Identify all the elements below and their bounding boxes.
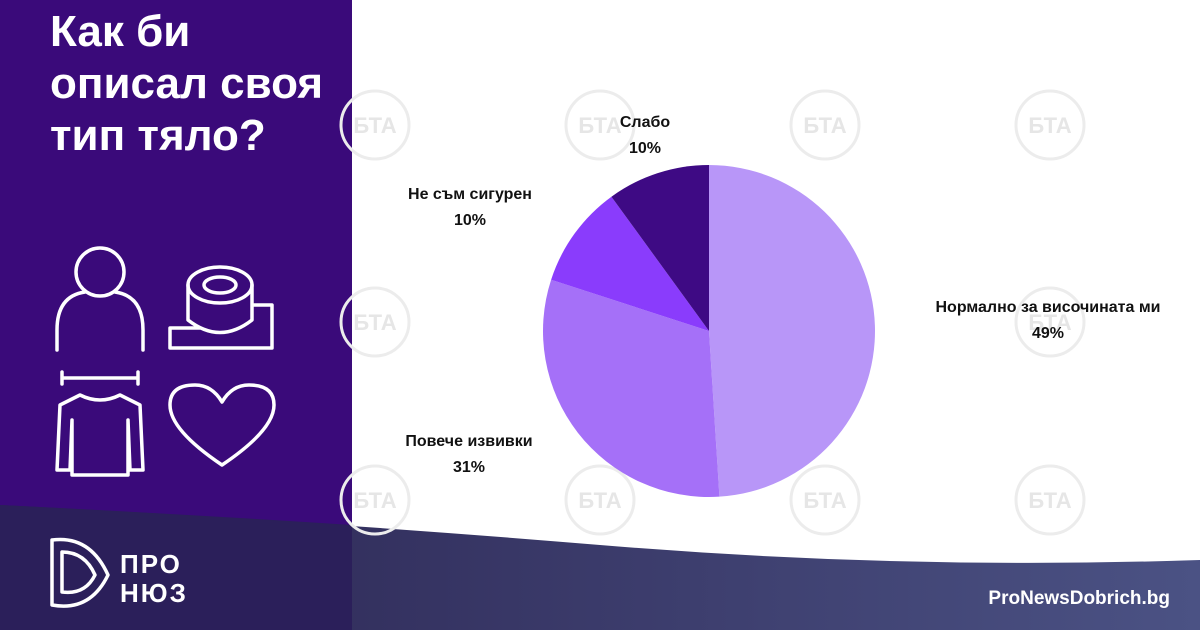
watermark-ring xyxy=(1014,464,1086,536)
watermark-ring xyxy=(1014,89,1086,161)
logo-mark xyxy=(50,537,110,608)
icon-person-head xyxy=(74,246,126,298)
watermark: БТА xyxy=(353,113,396,138)
watermark: БТА xyxy=(578,488,621,513)
watermark: БТА xyxy=(1028,488,1071,513)
icon-shirt xyxy=(55,393,145,477)
watermark: БТА xyxy=(803,113,846,138)
watermark: БТА xyxy=(803,488,846,513)
slice-value: 10% xyxy=(454,212,486,229)
watermark-ring xyxy=(339,286,411,358)
slice-value: 49% xyxy=(1032,325,1064,342)
watermark-ring xyxy=(789,89,861,161)
slice-value: 31% xyxy=(453,459,485,476)
watermark: БТА xyxy=(1028,113,1071,138)
slice-label: Повече извивки xyxy=(405,433,532,450)
pie-slice xyxy=(611,165,709,331)
icon-heart xyxy=(168,383,276,467)
watermark-ring xyxy=(564,464,636,536)
slice-label: Нормално за височината ми xyxy=(935,299,1160,316)
chart-title: Как би описал своя тип тяло? xyxy=(50,7,324,160)
pie-slice xyxy=(709,165,875,497)
site-name: ProNewsDobrich.bg xyxy=(988,588,1170,609)
watermarks: БТАБТАБТАБТАБТАБТАБТАБТАБТАБТАБТАБТА xyxy=(339,89,1086,536)
slice-value: 10% xyxy=(629,140,661,157)
logo-top: ПРО xyxy=(120,549,182,579)
watermark-ring xyxy=(339,464,411,536)
watermark: БТА xyxy=(353,488,396,513)
watermark-ring xyxy=(789,464,861,536)
icon-tape-inner xyxy=(202,275,238,295)
pie-slice xyxy=(551,196,709,331)
logo-bottom: НЮЗ xyxy=(120,578,188,608)
watermark: БТА xyxy=(578,113,621,138)
slice-label: Не съм сигурен xyxy=(408,186,532,203)
pie-slice xyxy=(543,279,720,497)
slice-label: Слабо xyxy=(620,114,671,131)
watermark-ring xyxy=(1014,286,1086,358)
icon-person-body xyxy=(55,290,145,352)
watermark: БТА xyxy=(353,310,396,335)
pie: Нормално за височината ми 49% Повече извив… xyxy=(405,114,1161,497)
watermark-ring xyxy=(339,89,411,161)
icons xyxy=(50,246,276,608)
icon-width xyxy=(60,370,140,386)
icon-tape-strip xyxy=(168,283,274,350)
watermark-ring xyxy=(564,89,636,161)
watermark: БТА xyxy=(1028,310,1071,335)
